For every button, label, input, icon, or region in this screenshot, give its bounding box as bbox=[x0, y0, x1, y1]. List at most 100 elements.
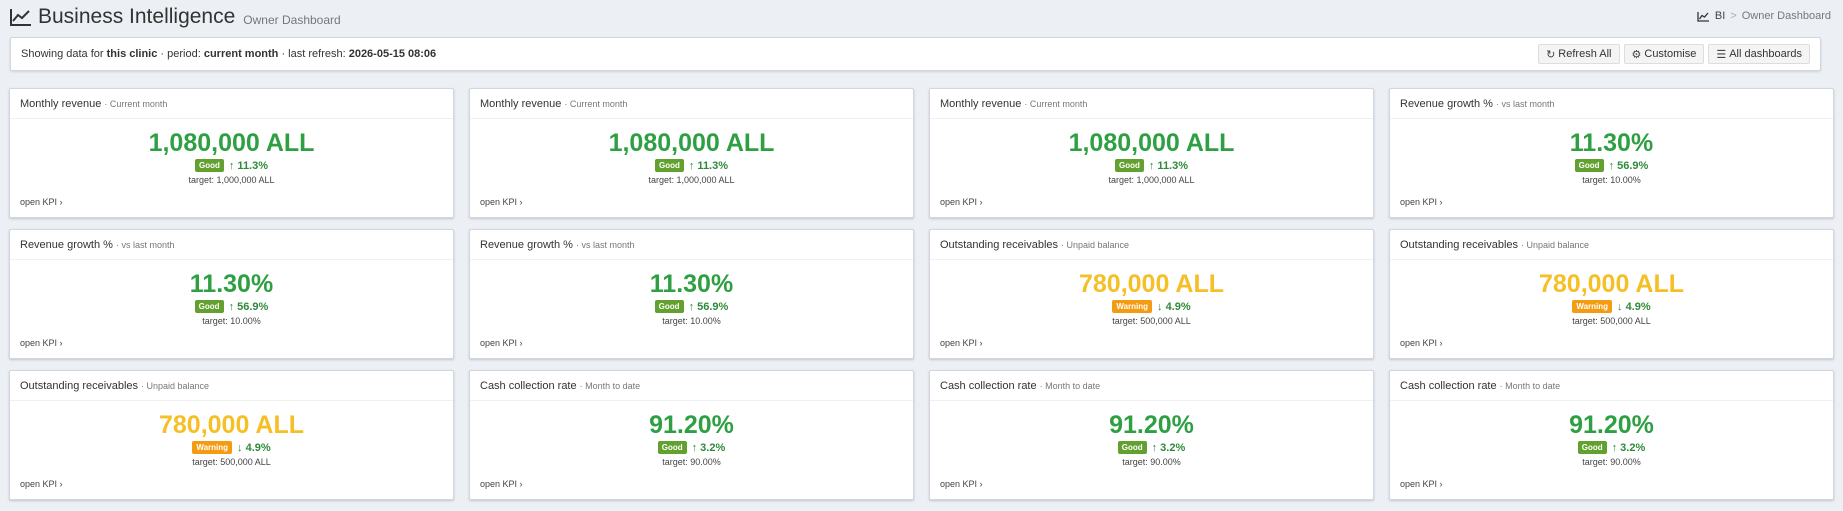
kpi-subtitle: · Unpaid balance bbox=[141, 380, 210, 391]
kpi-title: Cash collection rate bbox=[1400, 379, 1497, 392]
kpi-subtitle: · Month to date bbox=[579, 380, 641, 391]
kpi-subtitle: · Unpaid balance bbox=[1061, 239, 1130, 250]
kpi-subtitle: · vs last month bbox=[115, 239, 175, 250]
kpi-card-body: 11.30% Good ↑ 56.9% target: 10.00% bbox=[470, 269, 913, 326]
kpi-value: 91.20% bbox=[649, 411, 734, 439]
all-dashboards-button[interactable]: ☰ All dashboards bbox=[1708, 44, 1810, 64]
status-badge: Good bbox=[657, 441, 687, 454]
status-badge: Warning bbox=[192, 441, 233, 454]
kpi-delta: ↑ 3.2% bbox=[691, 441, 726, 454]
kpi-title: Monthly revenue bbox=[940, 97, 1022, 110]
kpi-target: target: 500,000 ALL bbox=[1112, 316, 1191, 326]
status-badge: Good bbox=[654, 300, 684, 313]
kpi-target: target: 1,000,000 ALL bbox=[188, 175, 275, 185]
kpi-target: target: 10.00% bbox=[662, 316, 721, 326]
kpi-target: target: 1,000,000 ALL bbox=[648, 175, 735, 185]
kpi-subtitle: · Month to date bbox=[1499, 380, 1561, 391]
list-icon: ☰ bbox=[1716, 48, 1727, 61]
open-kpi-link[interactable]: open KPI › bbox=[480, 338, 523, 348]
breadcrumb-bi[interactable]: BI bbox=[1714, 10, 1726, 22]
kpi-card: Monthly revenue · Current month 1,080,00… bbox=[929, 88, 1374, 218]
open-kpi-link[interactable]: open KPI › bbox=[480, 197, 523, 207]
refresh-all-label: Refresh All bbox=[1558, 48, 1612, 60]
open-kpi-link[interactable]: open KPI › bbox=[20, 479, 63, 489]
line-chart-icon bbox=[10, 9, 31, 26]
info-scope: this clinic bbox=[106, 48, 158, 60]
gear-icon: ⚙ bbox=[1631, 48, 1642, 61]
kpi-status-row: Good ↑ 3.2% bbox=[930, 441, 1373, 454]
kpi-card-header: Revenue growth % · vs last month bbox=[1390, 89, 1833, 119]
kpi-card: Cash collection rate · Month to date 91.… bbox=[1389, 370, 1834, 500]
kpi-card-body: 91.20% Good ↑ 3.2% target: 90.00% bbox=[1390, 410, 1833, 467]
kpi-target: target: 500,000 ALL bbox=[192, 457, 271, 467]
page-subtitle: Owner Dashboard bbox=[243, 12, 341, 27]
open-kpi-link[interactable]: open KPI › bbox=[940, 197, 983, 207]
open-kpi-link[interactable]: open KPI › bbox=[1400, 197, 1443, 207]
status-badge: Good bbox=[654, 159, 684, 172]
all-dashboards-label: All dashboards bbox=[1729, 48, 1802, 60]
kpi-value: 1,080,000 ALL bbox=[608, 129, 775, 157]
status-badge: Good bbox=[1114, 159, 1144, 172]
kpi-status-row: Warning ↓ 4.9% bbox=[930, 300, 1373, 313]
kpi-subtitle: · Current month bbox=[564, 98, 628, 109]
kpi-target: target: 500,000 ALL bbox=[1572, 316, 1651, 326]
kpi-subtitle: · Unpaid balance bbox=[1521, 239, 1590, 250]
kpi-card-body: 1,080,000 ALL Good ↑ 11.3% target: 1,000… bbox=[470, 128, 913, 185]
kpi-status-row: Good ↑ 3.2% bbox=[470, 441, 913, 454]
kpi-delta: ↑ 3.2% bbox=[1151, 441, 1186, 454]
kpi-title: Monthly revenue bbox=[480, 97, 562, 110]
line-chart-icon bbox=[1697, 11, 1709, 22]
kpi-status-row: Good ↑ 11.3% bbox=[10, 159, 453, 172]
kpi-card: Revenue growth % · vs last month 11.30% … bbox=[469, 229, 914, 359]
kpi-status-row: Good ↑ 11.3% bbox=[470, 159, 913, 172]
kpi-card: Cash collection rate · Month to date 91.… bbox=[929, 370, 1374, 500]
kpi-card-header: Revenue growth % · vs last month bbox=[10, 230, 453, 260]
status-badge: Warning bbox=[1572, 300, 1613, 313]
open-kpi-link[interactable]: open KPI › bbox=[20, 197, 63, 207]
kpi-card-body: 11.30% Good ↑ 56.9% target: 10.00% bbox=[1390, 128, 1833, 185]
breadcrumb-separator: > bbox=[1730, 10, 1737, 22]
kpi-subtitle: · Month to date bbox=[1039, 380, 1101, 391]
refresh-all-button[interactable]: ↻ Refresh All bbox=[1538, 44, 1620, 64]
info-period: current month bbox=[203, 48, 279, 60]
kpi-delta: ↓ 4.9% bbox=[237, 441, 271, 454]
kpi-card-header: Cash collection rate · Month to date bbox=[470, 371, 913, 401]
kpi-delta: ↑ 11.3% bbox=[1148, 159, 1189, 172]
kpi-delta: ↓ 4.9% bbox=[1617, 300, 1651, 313]
info-refresh-label: · last refresh: bbox=[278, 48, 349, 60]
info-refresh: 2026-05-15 08:06 bbox=[348, 48, 437, 60]
kpi-target: target: 10.00% bbox=[1582, 175, 1641, 185]
kpi-value: 1,080,000 ALL bbox=[1068, 129, 1235, 157]
kpi-card-body: 91.20% Good ↑ 3.2% target: 90.00% bbox=[930, 410, 1373, 467]
kpi-delta: ↓ 4.9% bbox=[1157, 300, 1191, 313]
kpi-title: Revenue growth % bbox=[20, 238, 113, 251]
kpi-value: 1,080,000 ALL bbox=[148, 129, 315, 157]
page-title: Business Intelligence bbox=[38, 5, 236, 28]
kpi-target: target: 10.00% bbox=[202, 316, 261, 326]
open-kpi-link[interactable]: open KPI › bbox=[1400, 338, 1443, 348]
open-kpi-link[interactable]: open KPI › bbox=[940, 338, 983, 348]
kpi-value: 91.20% bbox=[1569, 411, 1654, 439]
open-kpi-link[interactable]: open KPI › bbox=[1400, 479, 1443, 489]
info-prefix: Showing data for bbox=[21, 48, 107, 60]
status-badge: Good bbox=[1577, 441, 1607, 454]
kpi-card-header: Outstanding receivables · Unpaid balance bbox=[10, 371, 453, 401]
kpi-card-header: Cash collection rate · Month to date bbox=[930, 371, 1373, 401]
kpi-title: Cash collection rate bbox=[480, 379, 577, 392]
kpi-card-body: 91.20% Good ↑ 3.2% target: 90.00% bbox=[470, 410, 913, 467]
open-kpi-link[interactable]: open KPI › bbox=[480, 479, 523, 489]
kpi-value: 780,000 ALL bbox=[159, 411, 304, 439]
kpi-card-body: 1,080,000 ALL Good ↑ 11.3% target: 1,000… bbox=[10, 128, 453, 185]
customise-button[interactable]: ⚙ Customise bbox=[1623, 44, 1705, 64]
page-header: Business Intelligence Owner Dashboard BI… bbox=[0, 0, 1843, 34]
info-period-label: · period: bbox=[157, 48, 204, 60]
kpi-delta: ↑ 56.9% bbox=[228, 300, 269, 313]
kpi-delta: ↑ 11.3% bbox=[688, 159, 729, 172]
kpi-grid: Monthly revenue · Current month 1,080,00… bbox=[9, 88, 1834, 500]
open-kpi-link[interactable]: open KPI › bbox=[20, 338, 63, 348]
kpi-subtitle: · Current month bbox=[1024, 98, 1088, 109]
breadcrumb: BI > Owner Dashboard bbox=[1697, 10, 1831, 22]
open-kpi-link[interactable]: open KPI › bbox=[940, 479, 983, 489]
kpi-status-row: Good ↑ 56.9% bbox=[470, 300, 913, 313]
breadcrumb-current: Owner Dashboard bbox=[1741, 10, 1831, 22]
